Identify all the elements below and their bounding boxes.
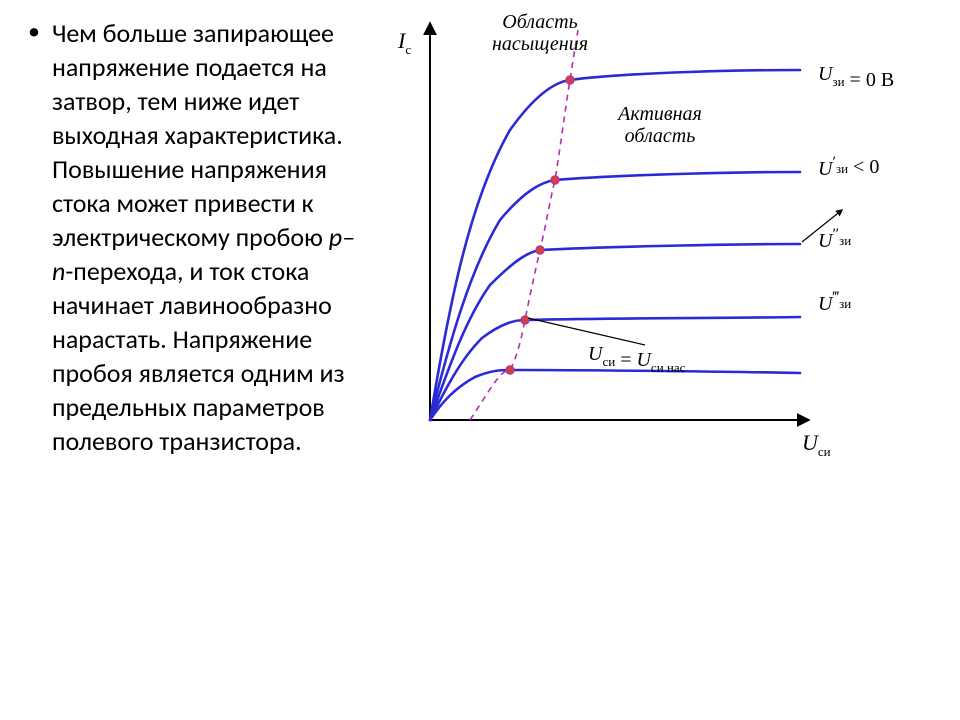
output-characteristics-chart: IсUсиОбластьнасыщенияАктивнаяобластьUси … [370, 10, 930, 470]
svg-text:насыщения: насыщения [492, 33, 588, 55]
svg-text:Uзи = 0 В: Uзи = 0 В [818, 63, 894, 91]
bullet-paragraph: Чем больше запирающее напряжение подаетс… [52, 16, 358, 458]
paragraph-after: -перехода, и ток стока начинает лавинооб… [52, 255, 345, 457]
svg-text:U″зи: U″зи [818, 226, 851, 252]
svg-text:область: область [625, 125, 696, 147]
paragraph-before: Чем больше запирающее напряжение подаетс… [52, 17, 343, 253]
bullet-glyph: • [28, 16, 40, 48]
svg-text:Область: Область [502, 11, 577, 33]
svg-text:Активная: Активная [616, 103, 702, 125]
svg-text:U′зи < 0: U′зи < 0 [818, 154, 879, 180]
svg-text:U‴зи: U‴зи [818, 289, 851, 315]
svg-text:Iс: Iс [397, 28, 411, 57]
svg-text:Uси: Uси [802, 430, 831, 459]
bullet-block: • Чем больше запирающее напряжение подае… [28, 16, 358, 458]
